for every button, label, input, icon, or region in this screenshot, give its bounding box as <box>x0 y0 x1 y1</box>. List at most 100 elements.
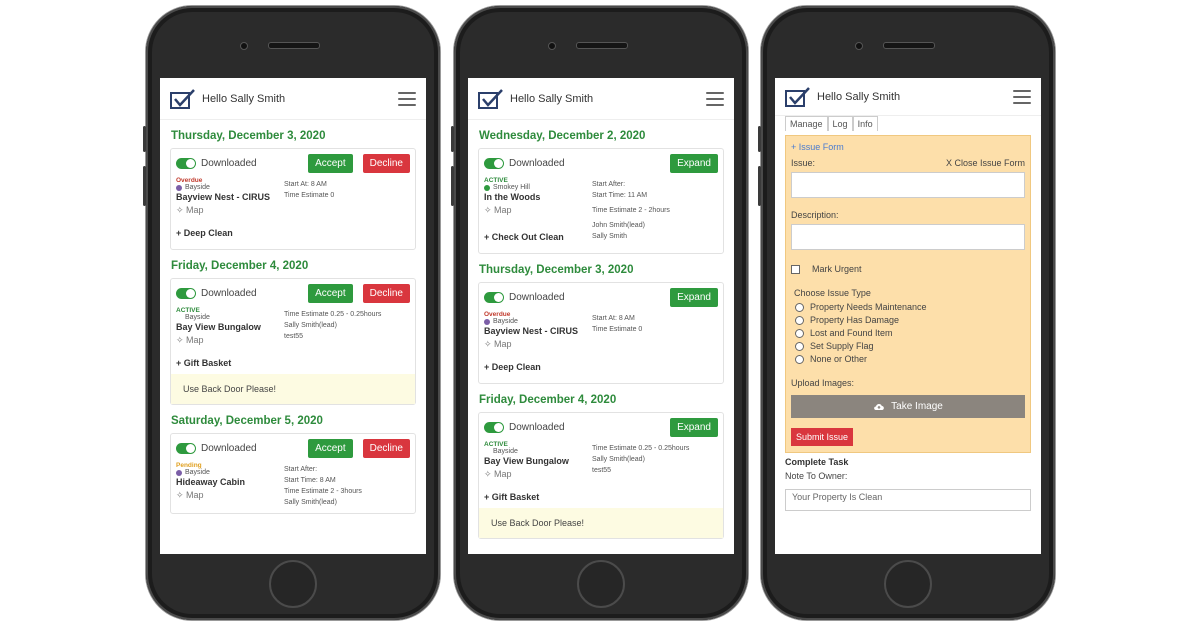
expand-button[interactable]: Expand <box>670 418 718 437</box>
checkmark-logo-icon <box>478 88 503 109</box>
note-to-owner-label: Note To Owner: <box>785 471 848 481</box>
camera-icon <box>855 42 863 50</box>
hamburger-menu-icon[interactable] <box>1013 89 1031 104</box>
hamburger-menu-icon[interactable] <box>706 91 724 106</box>
job-detail: Time Estimate 0 <box>284 192 335 199</box>
toggle-label: Downloaded <box>509 292 565 303</box>
task-toggle[interactable]: + Gift Basket <box>176 358 232 368</box>
tab-info[interactable]: Info <box>852 116 878 131</box>
note-to-owner-input[interactable]: Your Property Is Clean <box>785 489 1031 511</box>
side-button <box>143 166 146 206</box>
issue-form-panel: + Issue Form Issue: X Close Issue Form D… <box>785 135 1031 453</box>
map-link[interactable]: ✧ Map <box>484 339 512 349</box>
decline-button[interactable]: Decline <box>362 284 410 303</box>
status-badge: Pending <box>176 462 202 469</box>
task-toggle[interactable]: + Check Out Clean <box>484 232 564 242</box>
job-detail: Start At: 8 AM <box>284 181 327 188</box>
description-textarea[interactable] <box>791 224 1025 250</box>
accept-button[interactable]: Accept <box>308 154 353 173</box>
job-detail: Sally Smith(lead) <box>284 499 337 506</box>
issue-form-title[interactable]: + Issue Form <box>791 142 844 152</box>
job-detail: Start Time: 8 AM <box>284 477 336 484</box>
toggle-label: Downloaded <box>201 158 257 169</box>
status-badge: Overdue <box>484 311 511 318</box>
decline-button[interactable]: Decline <box>362 154 410 173</box>
app-header: Hello Sally Smith <box>775 78 1041 116</box>
issue-type-radio[interactable] <box>795 354 804 364</box>
home-button[interactable] <box>577 560 625 608</box>
tab-manage[interactable]: Manage <box>785 116 828 131</box>
property-name: Bay View Bungalow <box>484 456 569 466</box>
take-image-button[interactable]: Take Image <box>791 395 1025 418</box>
submit-issue-button[interactable]: Submit Issue <box>791 428 854 446</box>
issue-type-radio[interactable] <box>795 341 804 351</box>
downloaded-toggle[interactable] <box>176 443 196 454</box>
hamburger-menu-icon[interactable] <box>398 91 416 106</box>
issue-type-radio[interactable] <box>795 328 804 338</box>
phone-frame-2: Hello Sally Smith Wednesday, December 2,… <box>451 6 748 620</box>
downloaded-toggle[interactable] <box>176 288 196 299</box>
checkmark-logo-icon <box>170 88 195 109</box>
downloaded-toggle[interactable] <box>484 422 504 433</box>
day-date: Friday, December 4, 2020 <box>479 394 617 406</box>
map-link[interactable]: ✧ Map <box>176 335 204 345</box>
expand-button[interactable]: Expand <box>670 288 718 307</box>
task-toggle[interactable]: + Deep Clean <box>484 362 541 372</box>
tab-log[interactable]: Log <box>827 116 853 131</box>
issue-type-option: Property Needs Maintenance <box>810 302 927 312</box>
phone-frame-3: Hello Sally Smith Manage Log Info + Issu… <box>758 6 1055 620</box>
side-button <box>758 126 761 152</box>
downloaded-toggle[interactable] <box>176 158 196 169</box>
status-badge: Overdue <box>176 177 203 184</box>
speaker-grille <box>576 42 628 49</box>
job-detail: Start At: 8 AM <box>592 315 635 322</box>
map-link[interactable]: ✧ Map <box>484 205 512 215</box>
expand-button[interactable]: Expand <box>670 154 718 173</box>
side-button <box>143 126 146 152</box>
decline-button[interactable]: Decline <box>362 439 410 458</box>
app-header: Hello Sally Smith <box>468 78 734 120</box>
day-date: Thursday, December 3, 2020 <box>479 264 634 276</box>
downloaded-toggle[interactable] <box>484 158 504 169</box>
speaker-grille <box>268 42 320 49</box>
issue-type-radio[interactable] <box>795 315 804 325</box>
area-name: Bayside <box>185 184 210 191</box>
area-dot-icon <box>176 469 182 476</box>
status-badge: ACTIVE <box>484 441 508 448</box>
mark-urgent-label: Mark Urgent <box>812 264 862 274</box>
map-link[interactable]: ✧ Map <box>484 469 512 479</box>
mark-urgent-checkbox[interactable] <box>791 264 800 274</box>
home-button[interactable] <box>884 560 932 608</box>
toggle-label: Downloaded <box>509 158 565 169</box>
cloud-upload-icon <box>874 403 884 410</box>
phone-frame-1: Hello Sally Smith Thursday, December 3, … <box>143 6 440 620</box>
downloaded-toggle[interactable] <box>484 292 504 303</box>
issue-type-radio[interactable] <box>795 302 804 312</box>
property-name: Bayview Nest - CIRUS <box>484 326 579 336</box>
job-card: Downloaded Accept Decline Overdue Baysid… <box>170 148 416 250</box>
accept-button[interactable]: Accept <box>308 439 353 458</box>
map-link[interactable]: ✧ Map <box>176 490 204 500</box>
day-date: Saturday, December 5, 2020 <box>171 415 323 427</box>
issue-type-option: None or Other <box>810 354 868 364</box>
toggle-label: Downloaded <box>509 422 565 433</box>
day-date: Wednesday, December 2, 2020 <box>479 130 646 142</box>
home-button[interactable] <box>269 560 317 608</box>
task-toggle[interactable]: + Gift Basket <box>484 492 540 502</box>
greeting-text: Hello Sally Smith <box>817 90 901 103</box>
camera-icon <box>240 42 248 50</box>
issue-input[interactable] <box>791 172 1025 198</box>
area-dot-icon <box>484 184 490 191</box>
map-link[interactable]: ✧ Map <box>176 205 204 215</box>
phone-screen-issue-form: Hello Sally Smith Manage Log Info + Issu… <box>775 78 1041 554</box>
accept-button[interactable]: Accept <box>308 284 353 303</box>
checkmark-logo-icon <box>785 86 810 107</box>
detail-tabs: Manage Log Info <box>775 116 1041 131</box>
job-detail: Time Estimate 0.25 - 0.25hours <box>592 445 690 452</box>
greeting-text: Hello Sally Smith <box>510 92 594 105</box>
issue-type-label: Choose Issue Type <box>794 288 871 298</box>
task-toggle[interactable]: + Deep Clean <box>176 228 233 238</box>
phone-screen-schedule: Hello Sally Smith Thursday, December 3, … <box>160 78 426 554</box>
phone-screen-schedule-expand: Hello Sally Smith Wednesday, December 2,… <box>468 78 734 554</box>
close-issue-form-button[interactable]: X Close Issue Form <box>945 158 1025 168</box>
